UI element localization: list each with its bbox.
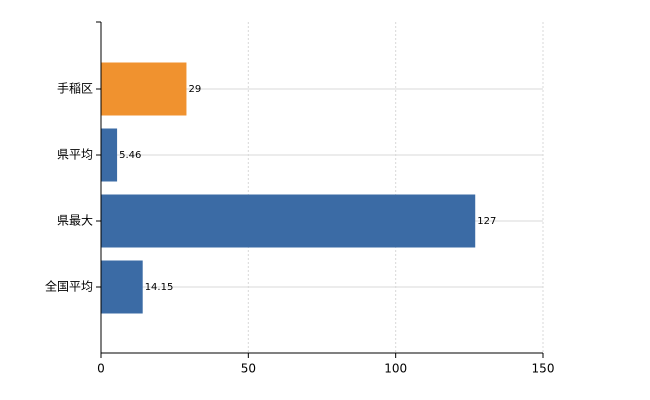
value-label: 29 [188,84,201,95]
bar [101,128,118,182]
value-label: 14.15 [145,282,174,293]
value-label: 127 [477,216,496,227]
y-tick-label: 全国平均 [45,279,93,294]
y-tick-label: 県最大 [57,214,93,228]
x-tick-label: 50 [241,362,256,376]
bar [101,62,187,116]
x-tick-label: 100 [384,362,407,376]
bar [101,260,143,314]
x-tick-label: 0 [97,362,105,376]
value-label: 5.46 [119,150,141,161]
y-tick-label: 手稲区 [57,82,93,96]
bar [101,194,476,248]
y-tick-label: 県平均 [57,148,93,162]
x-tick-label: 150 [532,362,555,376]
